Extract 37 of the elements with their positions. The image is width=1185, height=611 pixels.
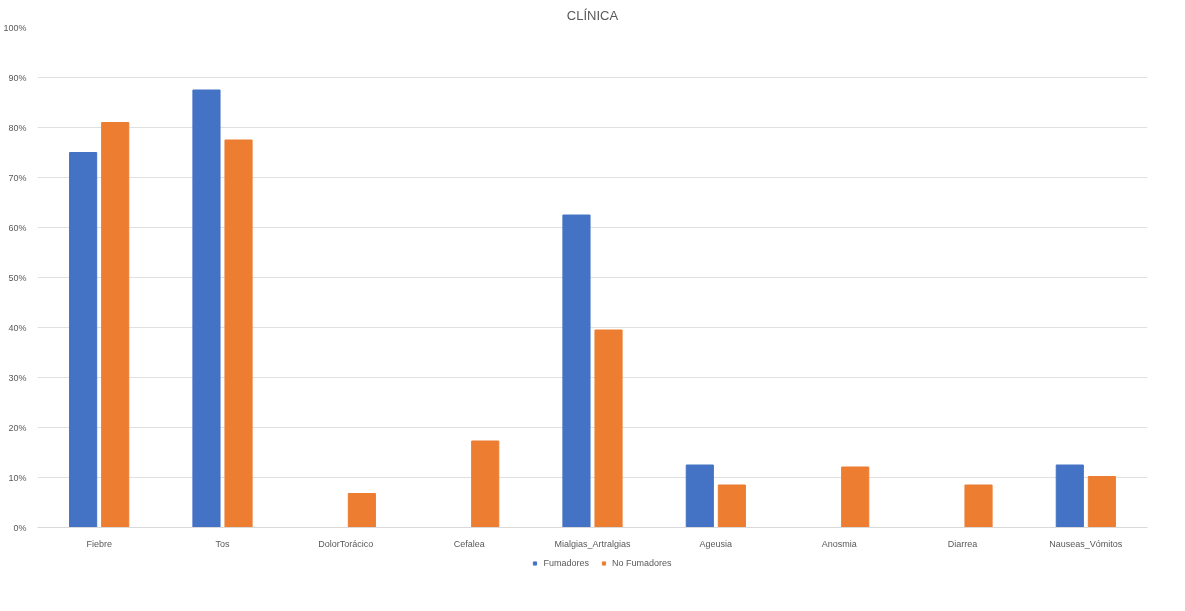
bar (69, 152, 98, 528)
y-tick-label: 40% (8, 322, 27, 333)
bar (562, 214, 591, 528)
y-tick-label: 100% (3, 22, 27, 33)
x-tick-label: Ageusia (699, 538, 733, 549)
y-tick-label: 80% (8, 122, 27, 133)
bar (964, 484, 993, 528)
bar (101, 122, 130, 528)
chart-title: CLÍNICA (566, 7, 619, 23)
y-tick-label: 50% (8, 272, 27, 283)
legend-label: Fumadores (543, 558, 589, 568)
bar (347, 493, 376, 528)
x-tick-label: Diarrea (947, 538, 978, 549)
legend-label: No Fumadores (612, 558, 672, 568)
bar (594, 329, 623, 528)
x-tick-label: DolorTorácico (318, 538, 374, 549)
bar (685, 464, 714, 528)
bar (224, 139, 253, 528)
bar (192, 89, 221, 528)
y-tick-label: 10% (8, 472, 27, 483)
bar (1055, 464, 1084, 528)
x-tick-label: Anosmia (821, 538, 857, 549)
x-tick-label: Cefalea (453, 538, 485, 549)
bar (717, 484, 746, 528)
y-tick-label: 30% (8, 372, 27, 383)
y-tick-label: 0% (13, 522, 27, 533)
x-tick-label: Fiebre (86, 538, 112, 549)
x-tick-label: Nauseas_Vómitos (1049, 538, 1123, 549)
y-tick-label: 90% (8, 72, 27, 83)
bar (471, 440, 500, 528)
x-tick-label: Mialgias_Artralgias (554, 538, 632, 549)
y-tick-label: 20% (8, 422, 27, 433)
y-tick-label: 60% (8, 222, 27, 233)
x-tick-label: Tos (215, 538, 230, 549)
bar (841, 466, 870, 528)
bar (1087, 476, 1116, 528)
y-tick-label: 70% (8, 172, 27, 183)
